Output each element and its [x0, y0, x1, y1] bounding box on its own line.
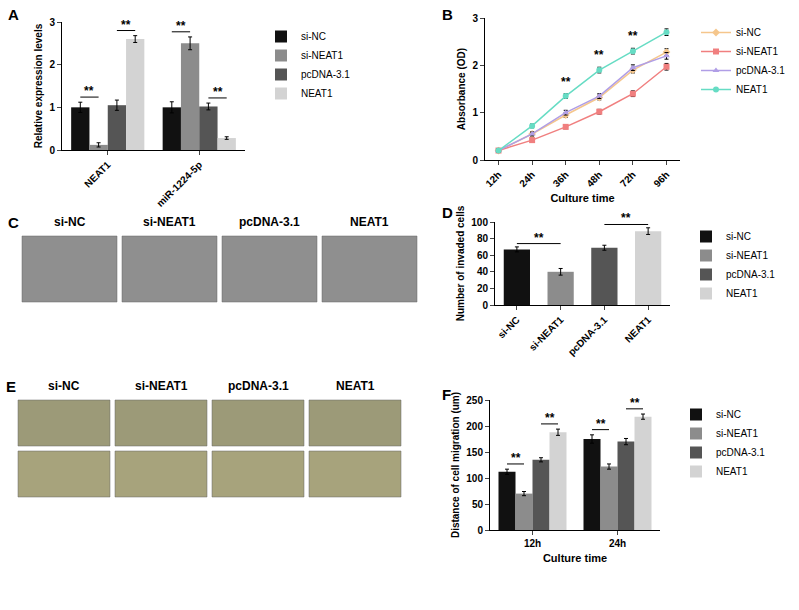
svg-text:**: ** [596, 417, 606, 431]
svg-text:96h: 96h [651, 169, 671, 189]
svg-text:pcDNA-3.1: pcDNA-3.1 [566, 314, 610, 358]
svg-text:Culture time: Culture time [550, 192, 614, 204]
svg-text:NEAT1: NEAT1 [82, 159, 113, 190]
svg-text:24h: 24h [609, 538, 626, 549]
svg-text:**: ** [545, 411, 555, 425]
svg-text:0: 0 [472, 155, 478, 166]
svg-text:100: 100 [471, 217, 488, 228]
svg-text:**: ** [628, 29, 638, 43]
svg-text:C: C [8, 214, 19, 231]
svg-text:1: 1 [49, 102, 55, 113]
svg-text:NEAT1: NEAT1 [350, 215, 389, 229]
svg-text:si-NEAT1: si-NEAT1 [301, 50, 343, 61]
svg-text:NEAT1: NEAT1 [736, 84, 768, 95]
svg-text:pcDNA-3.1: pcDNA-3.1 [301, 69, 350, 80]
svg-text:100: 100 [466, 473, 483, 484]
svg-text:pcDNA-3.1: pcDNA-3.1 [239, 215, 300, 229]
svg-text:**: ** [84, 84, 94, 98]
svg-text:si-NC: si-NC [301, 31, 326, 42]
svg-text:1: 1 [472, 107, 478, 118]
svg-text:**: ** [534, 231, 544, 245]
svg-text:**: ** [121, 18, 131, 32]
svg-text:NEAT1: NEAT1 [336, 379, 375, 393]
svg-text:A: A [8, 6, 19, 23]
svg-text:2: 2 [472, 60, 478, 71]
svg-text:**: ** [213, 85, 223, 99]
svg-text:36h: 36h [551, 169, 571, 189]
svg-text:250: 250 [466, 395, 483, 406]
svg-text:pcDNA-3.1: pcDNA-3.1 [736, 65, 785, 76]
svg-text:**: ** [176, 19, 186, 33]
svg-text:Absorbance (OD): Absorbance (OD) [456, 48, 467, 130]
svg-text:12h: 12h [483, 169, 503, 189]
svg-text:D: D [442, 204, 453, 221]
svg-text:0: 0 [49, 145, 55, 156]
svg-text:si-NEAT1: si-NEAT1 [143, 215, 196, 229]
svg-text:si-NC: si-NC [736, 27, 761, 38]
svg-text:60: 60 [477, 250, 489, 261]
svg-text:Relative expression levels: Relative expression levels [33, 23, 44, 148]
svg-text:si-NEAT1: si-NEAT1 [726, 250, 768, 261]
svg-text:50: 50 [472, 499, 484, 510]
svg-text:2: 2 [49, 59, 55, 70]
svg-text:B: B [442, 6, 453, 23]
svg-text:40: 40 [477, 266, 489, 277]
svg-text:pcDNA-3.1: pcDNA-3.1 [716, 447, 765, 458]
svg-text:48h: 48h [584, 169, 604, 189]
svg-text:3: 3 [472, 13, 478, 24]
svg-text:3: 3 [49, 17, 55, 28]
svg-text:miR-1224-5p: miR-1224-5p [154, 159, 204, 209]
svg-text:0: 0 [477, 525, 483, 536]
svg-text:80: 80 [477, 233, 489, 244]
svg-text:12h: 12h [524, 538, 541, 549]
svg-text:pcDNA-3.1: pcDNA-3.1 [726, 269, 775, 280]
svg-text:Number of invaded cells: Number of invaded cells [455, 205, 466, 321]
svg-text:si-NEAT1: si-NEAT1 [135, 379, 188, 393]
svg-text:NEAT1: NEAT1 [726, 288, 758, 299]
svg-text:**: ** [561, 75, 571, 89]
svg-text:NEAT1: NEAT1 [301, 88, 333, 99]
svg-text:**: ** [621, 211, 631, 225]
svg-text:E: E [6, 378, 16, 395]
svg-text:**: ** [511, 451, 521, 465]
svg-text:Culture time: Culture time [543, 552, 607, 564]
svg-text:Distance of cell migration (um: Distance of cell migration (um) [450, 392, 461, 538]
svg-text:72h: 72h [618, 169, 638, 189]
svg-text:si-NC: si-NC [726, 231, 751, 242]
svg-text:0: 0 [482, 300, 488, 311]
svg-text:24h: 24h [517, 169, 537, 189]
svg-text:pcDNA-3.1: pcDNA-3.1 [228, 379, 289, 393]
svg-text:F: F [442, 386, 451, 403]
svg-text:**: ** [630, 396, 640, 410]
svg-text:si-NEAT1: si-NEAT1 [736, 46, 778, 57]
svg-text:si-NEAT1: si-NEAT1 [527, 314, 566, 353]
svg-text:si-NC: si-NC [48, 379, 80, 393]
svg-text:NEAT1: NEAT1 [623, 314, 654, 345]
svg-text:si-NC: si-NC [496, 314, 522, 340]
svg-text:200: 200 [466, 421, 483, 432]
svg-text:si-NEAT1: si-NEAT1 [716, 428, 758, 439]
svg-text:NEAT1: NEAT1 [716, 466, 748, 477]
svg-text:**: ** [594, 48, 604, 62]
svg-text:150: 150 [466, 447, 483, 458]
svg-text:20: 20 [477, 283, 489, 294]
svg-text:si-NC: si-NC [54, 215, 86, 229]
svg-text:si-NC: si-NC [716, 409, 741, 420]
